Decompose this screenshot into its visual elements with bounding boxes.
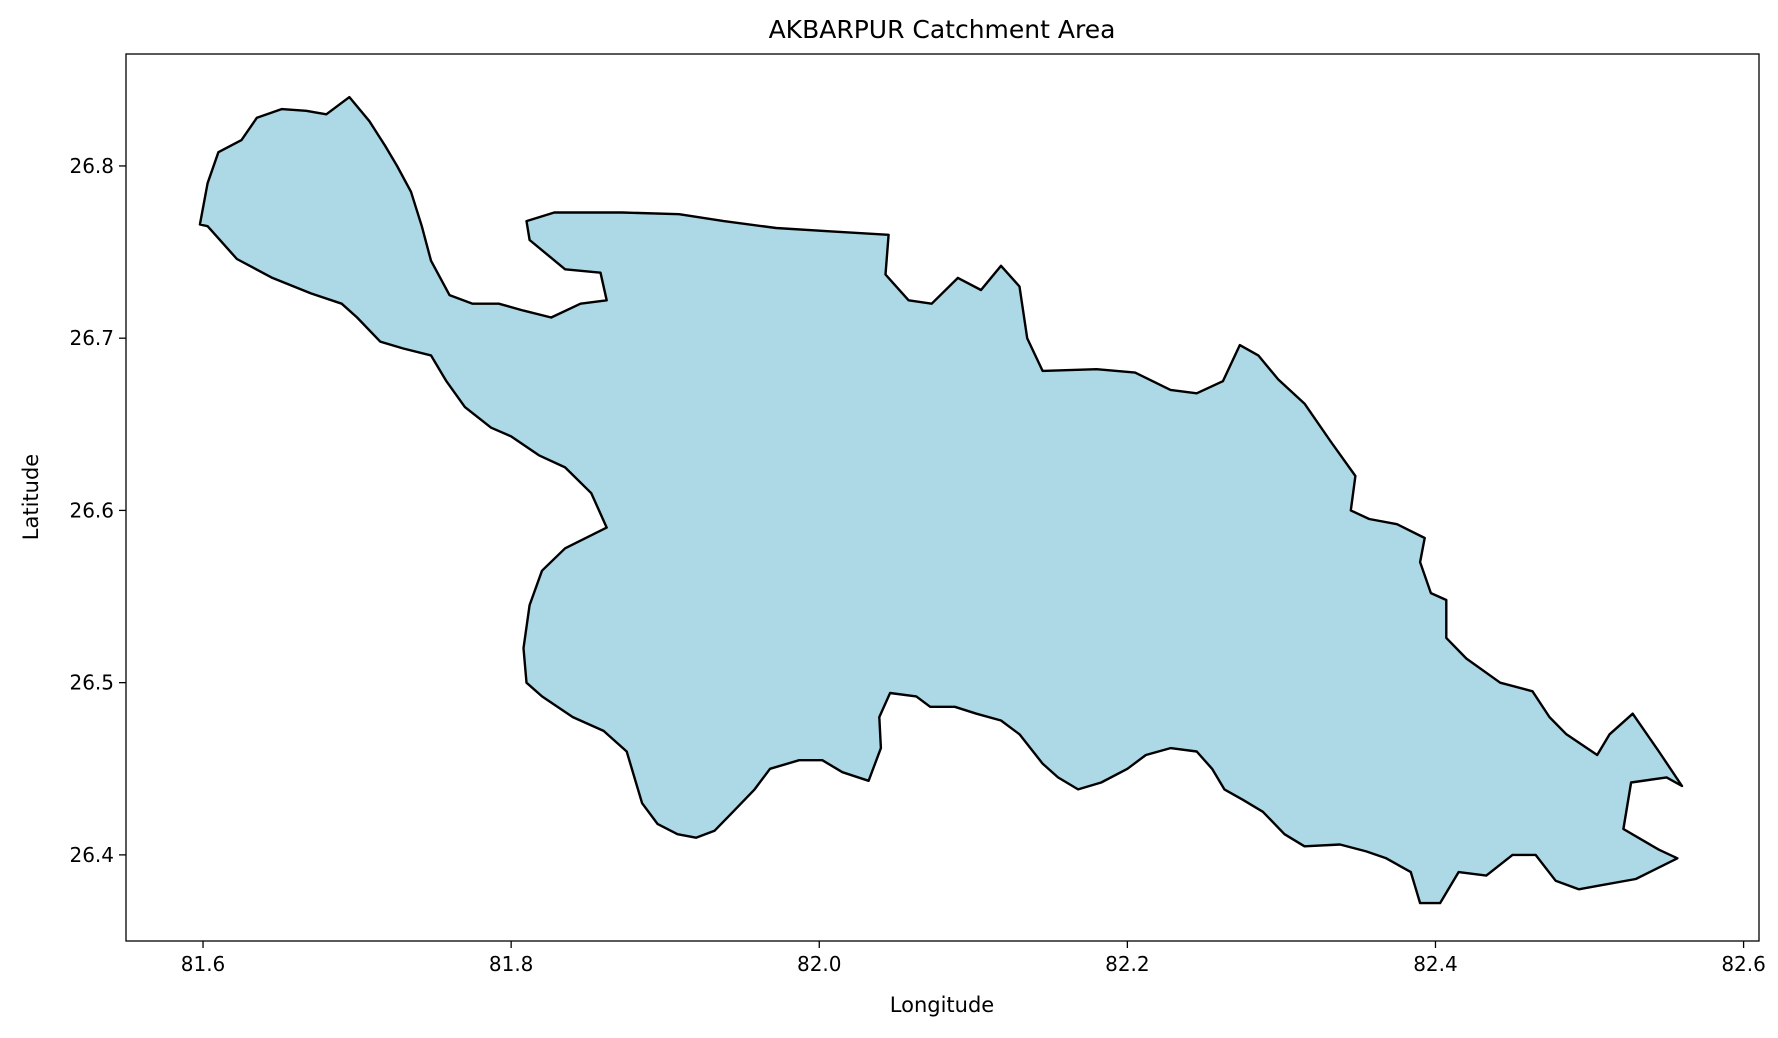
x-axis-label: Longitude bbox=[890, 993, 994, 1017]
x-tick-label: 82.0 bbox=[797, 952, 842, 976]
x-tick-label: 82.2 bbox=[1105, 952, 1150, 976]
y-tick-label: 26.8 bbox=[69, 154, 114, 178]
y-tick-label: 26.6 bbox=[69, 498, 114, 522]
x-tick-label: 82.6 bbox=[1721, 952, 1766, 976]
y-tick-label: 26.5 bbox=[69, 671, 114, 695]
chart-title: AKBARPUR Catchment Area bbox=[769, 15, 1116, 44]
x-tick-label: 82.4 bbox=[1413, 952, 1458, 976]
y-tick-label: 26.7 bbox=[69, 326, 114, 350]
catchment-polygon bbox=[198, 95, 1684, 905]
x-tick-label: 81.8 bbox=[489, 952, 534, 976]
y-tick-label: 26.4 bbox=[69, 843, 114, 867]
x-tick-label: 81.6 bbox=[181, 952, 226, 976]
axes-frame bbox=[125, 53, 1760, 942]
y-axis-label: Latitude bbox=[19, 454, 43, 540]
